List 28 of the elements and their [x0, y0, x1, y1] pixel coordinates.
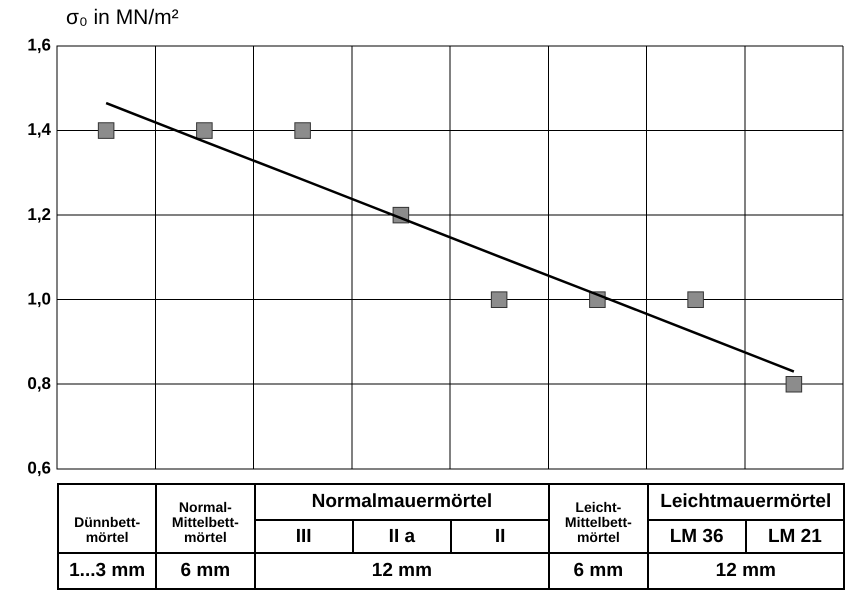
point — [196, 122, 213, 139]
x-tick-label: LM 21 — [746, 520, 844, 553]
y-tick-label: 1,0 — [27, 289, 51, 308]
text: 1...3 mm — [58, 552, 156, 589]
x-tick-label: LM 36 — [648, 520, 746, 553]
point — [294, 122, 311, 139]
point — [98, 122, 114, 139]
y-axis-title: σ₀ in MN/m² — [66, 6, 179, 30]
y-tick-label: 0,6 — [27, 458, 51, 478]
y-tick-label: 1,2 — [27, 204, 51, 224]
x-tick-label: Leicht-Mittelbett-mörtel — [549, 484, 648, 553]
x-tick-label: Normal-Mittelbett-mörtel — [156, 484, 254, 553]
text: 6 mm — [156, 552, 254, 589]
y-tick-label: 1,6 — [27, 36, 51, 55]
text: 12 mm — [648, 552, 844, 589]
x-tick-label: II a — [352, 520, 451, 553]
point — [687, 291, 704, 308]
x-tick-label: Dünnbett-mörtel — [58, 484, 156, 553]
point — [490, 291, 508, 308]
x-tick-label: III — [254, 520, 353, 553]
text: 6 mm — [549, 552, 648, 589]
y-tick-label: 1,4 — [27, 120, 52, 140]
y-tick-label: 0,8 — [27, 374, 51, 393]
point — [786, 376, 802, 393]
text: 12 mm — [254, 552, 550, 589]
text: Leichtmauermörtel — [648, 484, 844, 520]
x-tick-label: II — [451, 520, 550, 553]
text: Normalmauermörtel — [254, 484, 550, 520]
